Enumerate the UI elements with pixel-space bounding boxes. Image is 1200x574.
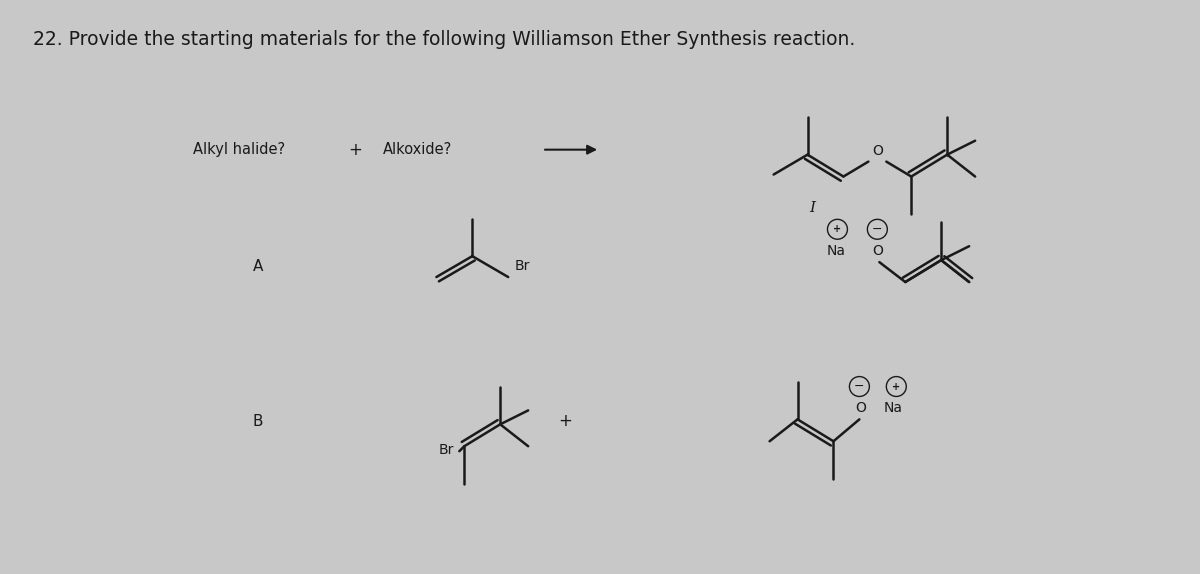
- Text: Na: Na: [883, 401, 902, 416]
- Text: +: +: [833, 224, 841, 234]
- Text: O: O: [872, 144, 883, 158]
- Text: A: A: [253, 259, 263, 274]
- Text: Alkoxide?: Alkoxide?: [383, 142, 451, 157]
- Text: +: +: [893, 382, 900, 391]
- Text: B: B: [253, 414, 263, 429]
- Text: Br: Br: [439, 443, 455, 457]
- Text: −: −: [872, 223, 883, 236]
- Text: −: −: [854, 380, 865, 393]
- Text: Alkyl halide?: Alkyl halide?: [193, 142, 286, 157]
- Text: +: +: [558, 412, 572, 430]
- Text: O: O: [856, 401, 866, 416]
- Text: I: I: [810, 201, 816, 215]
- Text: +: +: [349, 141, 362, 158]
- Text: 22. Provide the starting materials for the following Williamson Ether Synthesis : 22. Provide the starting materials for t…: [34, 30, 856, 49]
- Text: Na: Na: [827, 244, 846, 258]
- Text: O: O: [872, 244, 883, 258]
- Text: Br: Br: [514, 259, 529, 273]
